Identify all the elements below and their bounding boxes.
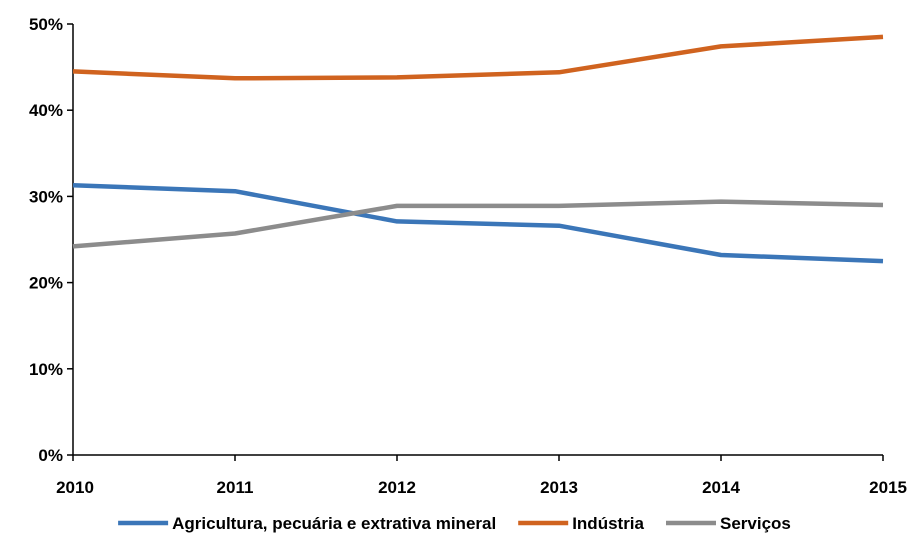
y-tick-label: 20%	[29, 274, 63, 293]
y-tick-label: 50%	[29, 15, 63, 34]
y-tick-label: 40%	[29, 101, 63, 120]
series-line-1	[72, 182, 884, 264]
legend-label: Agricultura, pecuária e extrativa minera…	[172, 514, 496, 533]
y-tick-label: 10%	[29, 360, 63, 379]
x-tick-label: 2010	[56, 478, 94, 497]
series-line-2	[72, 34, 884, 81]
legend-label: Indústria	[572, 514, 644, 533]
legend-label: Serviços	[720, 514, 791, 533]
series-lines	[72, 34, 884, 264]
x-tick-label: 2014	[702, 478, 740, 497]
y-tick-label: 0%	[38, 446, 63, 465]
x-tick-label: 2011	[217, 478, 254, 497]
x-tick-label: 2015	[869, 478, 907, 497]
axes: 0% 10% 20% 30% 40% 50% 2010 2011 2012 2013 2014 201…	[29, 15, 907, 497]
y-tick-label: 30%	[29, 187, 63, 206]
legend: Agricultura, pecuária e extrativa minera…	[118, 514, 791, 533]
x-tick-label: 2013	[540, 478, 578, 497]
x-tick-label: 2012	[378, 478, 416, 497]
series-line-3	[72, 199, 884, 249]
